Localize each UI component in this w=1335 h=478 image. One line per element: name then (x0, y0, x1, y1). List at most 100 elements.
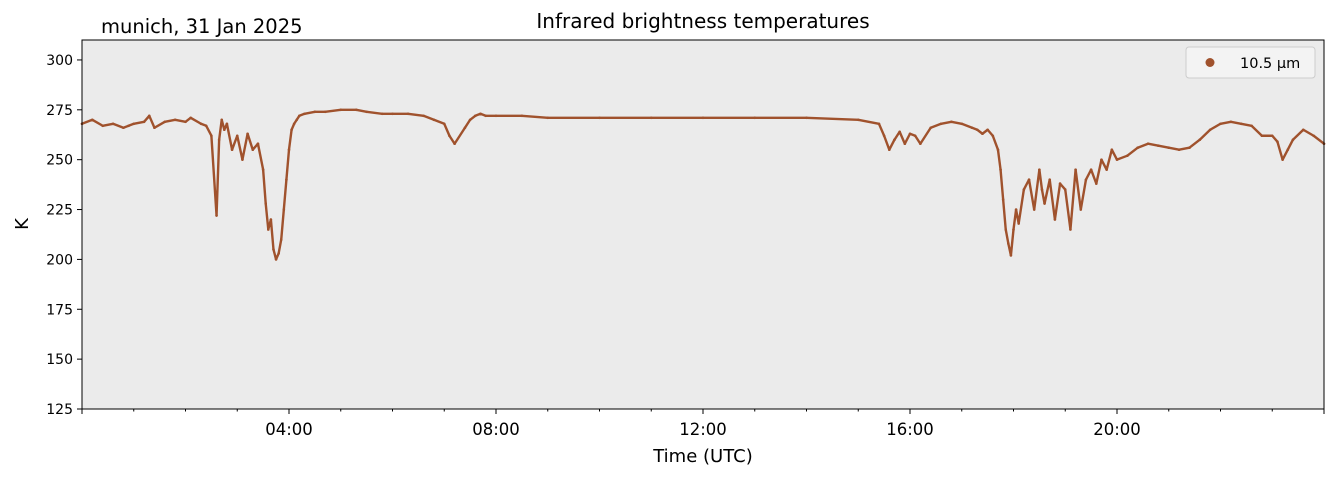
data-point (91, 118, 94, 122)
data-point (1027, 178, 1031, 181)
data-point (1032, 208, 1036, 211)
data-point (1110, 148, 1114, 151)
data-point (598, 116, 601, 120)
data-point (1004, 228, 1008, 231)
data-point (163, 120, 167, 124)
legend-marker-10-5um (1205, 58, 1215, 67)
y-axis-label: K (12, 217, 33, 230)
data-point (406, 112, 410, 116)
x-axis: 04:00 08:00 12:00 16:00 20:00 (81, 409, 1325, 439)
y-tick-label: 175 (46, 302, 73, 318)
data-point (1022, 188, 1026, 191)
data-point (1302, 128, 1305, 132)
data-point (277, 252, 280, 255)
data-point (484, 114, 487, 118)
data-point (215, 214, 218, 217)
data-point (287, 148, 291, 151)
data-point (132, 122, 136, 126)
legend-box (1185, 46, 1316, 79)
data-point (279, 238, 283, 241)
data-point (1198, 138, 1202, 142)
data-point (882, 134, 886, 138)
data-point (313, 110, 317, 114)
data-point (241, 158, 244, 161)
data-point (339, 108, 343, 112)
data-point (220, 118, 224, 122)
data-point (282, 208, 286, 211)
data-point (1048, 178, 1052, 181)
data-point (292, 122, 296, 126)
data-point (1084, 178, 1088, 181)
data-point (939, 122, 943, 126)
data-point (986, 128, 989, 132)
data-point (365, 110, 368, 114)
data-point (285, 178, 288, 181)
x-tick-label: 12:00 (679, 420, 727, 439)
data-point (1058, 182, 1062, 185)
data-point (919, 142, 922, 146)
data-point (1069, 228, 1072, 231)
plot-area-background (82, 40, 1324, 409)
data-point (1095, 182, 1098, 185)
data-point (380, 112, 384, 116)
data-point (1229, 120, 1233, 124)
data-point (225, 122, 229, 126)
data-point (442, 122, 446, 126)
data-point (1286, 148, 1290, 151)
data-point (1074, 168, 1077, 171)
data-point (1100, 158, 1103, 161)
data-point (950, 120, 953, 124)
data-point (1146, 142, 1150, 146)
data-point (217, 138, 221, 142)
data-point (856, 118, 860, 122)
data-point (1063, 188, 1067, 191)
data-point (272, 248, 275, 251)
data-point (1040, 188, 1044, 191)
data-point (1079, 208, 1083, 211)
data-point (261, 168, 265, 171)
data-point (1001, 198, 1005, 201)
data-point (274, 258, 278, 261)
data-point (1250, 124, 1253, 128)
data-point (649, 116, 653, 120)
data-point (1012, 228, 1015, 231)
data-point (1053, 218, 1057, 221)
data-point (991, 134, 995, 138)
data-point (1219, 122, 1222, 126)
data-point (877, 122, 881, 126)
data-point (391, 112, 394, 116)
data-point (295, 118, 299, 122)
data-point (929, 126, 932, 130)
data-point (1281, 158, 1284, 161)
data-point (173, 118, 177, 122)
data-point (323, 110, 327, 114)
y-tick-label: 200 (46, 252, 73, 268)
x-axis-label: Time (UTC) (652, 446, 753, 467)
data-point (1136, 146, 1139, 150)
data-point (251, 148, 255, 151)
data-point (898, 130, 901, 134)
data-point (996, 148, 1000, 151)
data-point (1014, 208, 1018, 211)
chart-title: Infrared brightness temperatures (536, 9, 869, 33)
data-point (264, 202, 268, 205)
legend: 10.5 µm (1185, 46, 1316, 79)
data-point (422, 114, 425, 118)
data-point (1115, 158, 1119, 161)
data-point (448, 134, 451, 138)
data-point (269, 218, 273, 221)
legend-label-10-5um: 10.5 µm (1240, 56, 1300, 72)
data-point (1276, 140, 1279, 144)
data-point (1239, 122, 1243, 126)
data-point (230, 148, 234, 151)
data-point (468, 118, 472, 122)
data-point (1270, 134, 1274, 138)
location-date-label: munich, 31 Jan 2025 (101, 15, 303, 38)
y-tick-label: 300 (46, 53, 73, 69)
data-point (474, 114, 477, 118)
y-tick-label: 225 (46, 203, 73, 219)
data-point (546, 116, 550, 120)
data-point (1126, 154, 1129, 157)
data-point (235, 134, 239, 138)
data-point (1089, 168, 1093, 171)
